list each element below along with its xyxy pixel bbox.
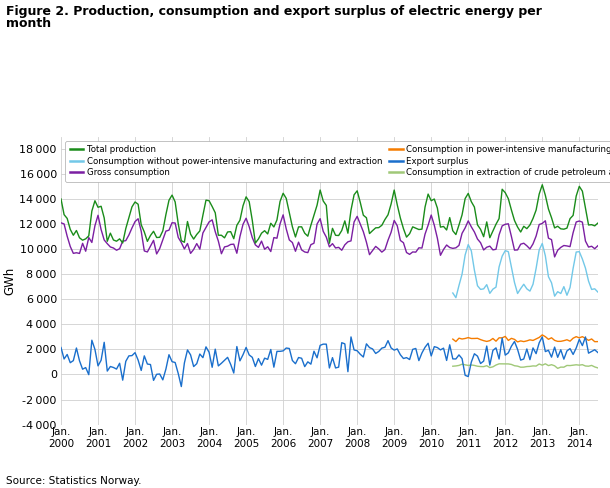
Text: Figure 2. Production, consumption and export surplus of electric energy per: Figure 2. Production, consumption and ex… (6, 5, 542, 18)
Text: Source: Statistics Norway.: Source: Statistics Norway. (6, 476, 142, 486)
Y-axis label: GWh: GWh (4, 266, 16, 295)
Legend: Total production, Consumption without power-intensive manufacturing and extracti: Total production, Consumption without po… (65, 141, 610, 182)
Text: month: month (6, 17, 51, 30)
